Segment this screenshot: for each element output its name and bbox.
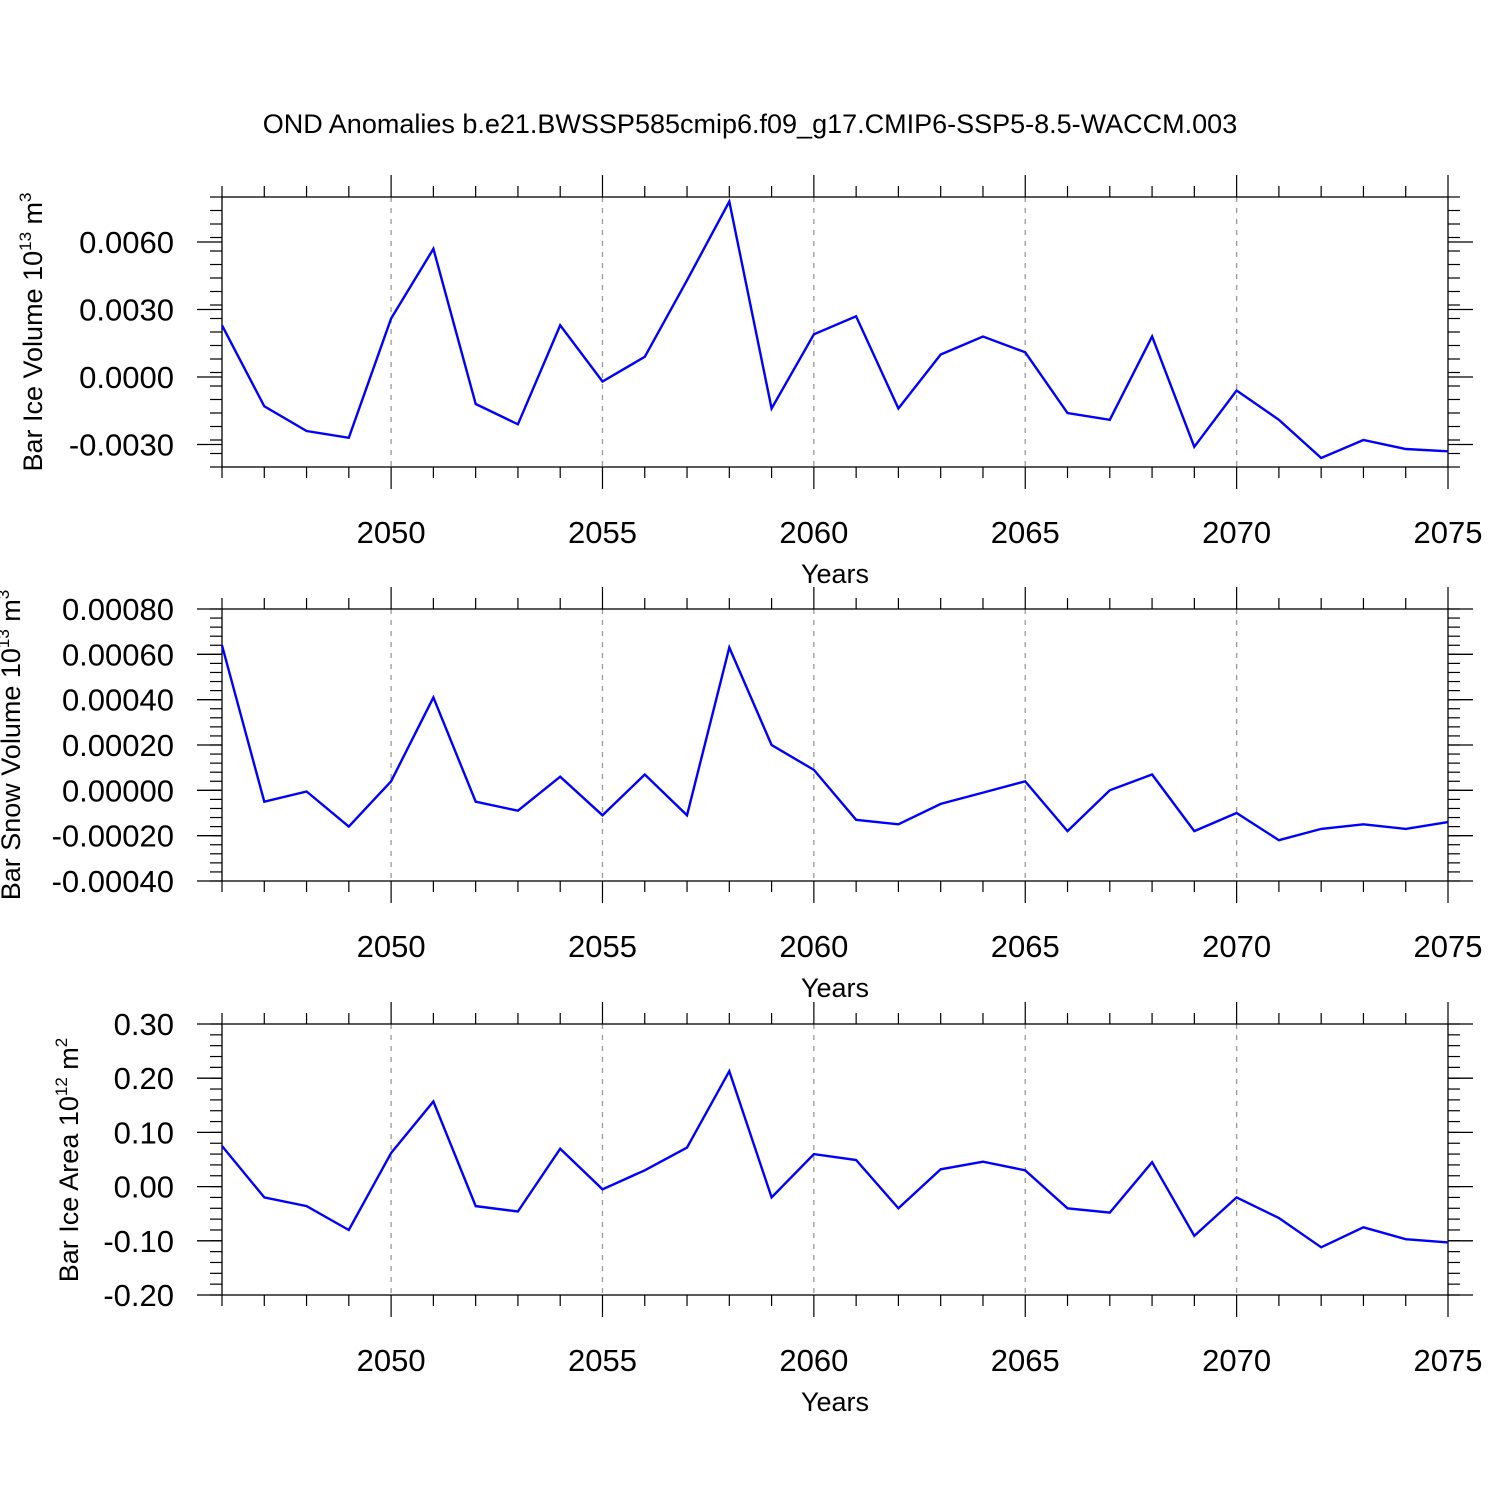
y-axis-label-part: m xyxy=(0,599,26,629)
x-axis-label: Years xyxy=(801,1387,869,1417)
x-tick-label: 2050 xyxy=(357,515,426,550)
x-tick-label: 2070 xyxy=(1202,1343,1271,1378)
y-axis-label-superscript: 3 xyxy=(16,192,35,201)
x-tick-label: 2065 xyxy=(991,515,1060,550)
series-line xyxy=(220,643,1449,842)
y-tick-label: 0.0000 xyxy=(79,360,174,395)
y-axis-label-part: Bar Ice Volume 10 xyxy=(18,251,48,472)
y-tick-label: 0.10 xyxy=(114,1115,174,1150)
x-axis-label: Years xyxy=(801,559,869,589)
y-axis-label-superscript: 2 xyxy=(52,1038,71,1047)
x-tick-label: 2060 xyxy=(779,1343,848,1378)
x-tick-label: 2055 xyxy=(568,1343,637,1378)
y-tick-label: 0.00040 xyxy=(62,683,174,718)
panel-3: -0.20 -0.10 0.00 0.10 0.20 0.30 2050 2055 2060 20… xyxy=(52,1002,1482,1417)
y-tick-label: 0.20 xyxy=(114,1061,174,1096)
y-tick-label: -0.00040 xyxy=(52,864,174,899)
y-axis-label-superscript: 13 xyxy=(0,629,13,648)
plot-frame xyxy=(221,1023,1449,1296)
x-tick-label: 2055 xyxy=(568,929,637,964)
panels: -0.0030 0.0000 0.0030 0.0060 2050 2055 2060 206… xyxy=(0,175,1482,1417)
y-axis-label-superscript: 12 xyxy=(52,1077,71,1096)
x-tick-label: 2050 xyxy=(357,929,426,964)
series-line xyxy=(221,1068,1449,1249)
y-axis-label: Bar Snow Volume 1013 m3 xyxy=(0,590,26,901)
y-tick-label: 0.00 xyxy=(114,1170,174,1205)
y-tick-label: -0.00020 xyxy=(52,819,174,854)
x-tick-label: 2065 xyxy=(991,929,1060,964)
x-tick-label: 2055 xyxy=(568,515,637,550)
y-tick-label: -0.10 xyxy=(103,1224,174,1259)
x-tick-label: 2060 xyxy=(779,929,848,964)
x-tick-label: 2070 xyxy=(1202,929,1271,964)
x-tick-label: 2060 xyxy=(779,515,848,550)
y-axis-label-part: m xyxy=(54,1047,84,1077)
y-axis-label-superscript: 13 xyxy=(16,232,35,251)
y-axis-label: Bar Ice Volume 1013 m3 xyxy=(16,192,48,471)
x-tick-label: 2075 xyxy=(1414,929,1483,964)
y-tick-label: 0.0030 xyxy=(79,293,174,328)
y-tick-label: 0.00080 xyxy=(62,592,174,627)
x-tick-label: 2075 xyxy=(1414,515,1483,550)
x-tick-label: 2070 xyxy=(1202,515,1271,550)
y-tick-label: -0.20 xyxy=(103,1278,174,1313)
y-tick-label: 0.00060 xyxy=(62,637,174,672)
y-axis-label-part: Bar Snow Volume 10 xyxy=(0,648,26,900)
y-tick-label: 0.0060 xyxy=(79,225,174,260)
plot-frame xyxy=(221,608,1449,882)
x-tick-label: 2050 xyxy=(357,1343,426,1378)
y-axis-label-part: m xyxy=(18,202,48,232)
x-tick-label: 2075 xyxy=(1414,1343,1483,1378)
y-axis-label-superscript: 3 xyxy=(0,590,13,599)
series-line xyxy=(220,198,1449,460)
y-tick-label: 0.30 xyxy=(114,1007,174,1042)
x-axis-label: Years xyxy=(801,973,869,1003)
x-tick-label: 2065 xyxy=(991,1343,1060,1378)
y-tick-label: -0.0030 xyxy=(69,428,174,463)
y-tick-label: 0.00000 xyxy=(62,773,174,808)
panel-2: -0.00040 -0.00020 0.00000 0.00020 0.00040 0.0… xyxy=(0,587,1482,1003)
y-axis-label: Bar Ice Area 1012 m2 xyxy=(52,1038,84,1283)
plot-frame xyxy=(221,196,1449,468)
y-tick-label: 0.00020 xyxy=(62,728,174,763)
panel-1: -0.0030 0.0000 0.0030 0.0060 2050 2055 2060 206… xyxy=(16,175,1482,589)
chart-title: OND Anomalies b.e21.BWSSP585cmip6.f09_g1… xyxy=(263,109,1237,139)
y-axis-label-part: Bar Ice Area 10 xyxy=(54,1096,84,1282)
